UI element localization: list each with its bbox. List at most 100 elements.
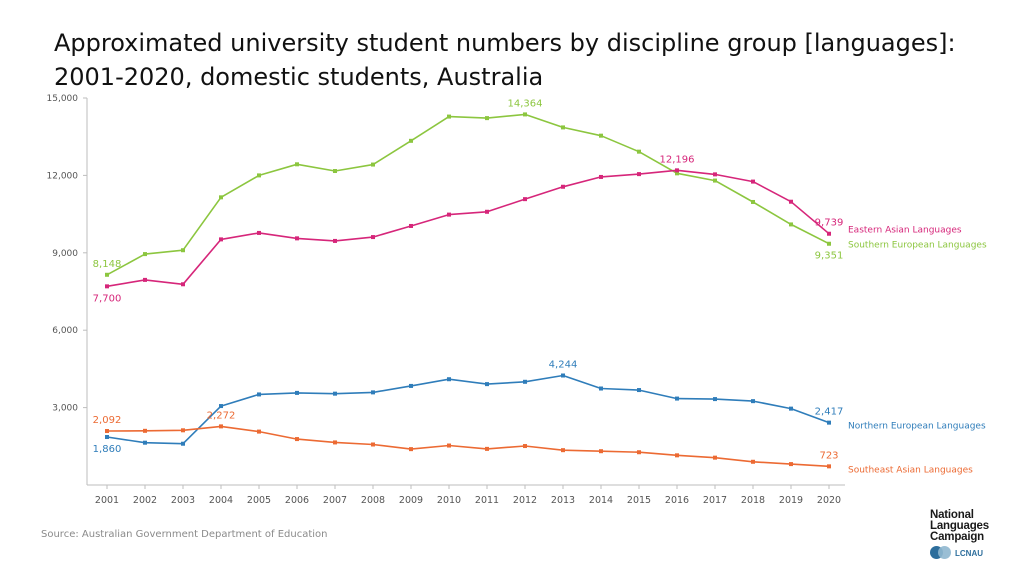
data-point-northern-european-languages bbox=[181, 441, 185, 446]
data-label-southeast-asian-languages: 2,092 bbox=[93, 415, 122, 426]
data-point-southeast-asian-languages bbox=[789, 462, 793, 467]
series-line-eastern-asian-languages bbox=[106, 169, 830, 288]
data-point-northern-european-languages bbox=[219, 404, 223, 409]
data-point-northern-european-languages bbox=[333, 391, 337, 396]
data-point-southern-european-languages bbox=[409, 138, 413, 143]
series-name-southern-european-languages: Southern European Languages bbox=[848, 241, 987, 251]
series-line-southeast-asian-languages bbox=[106, 425, 830, 468]
data-point-southeast-asian-languages bbox=[447, 443, 451, 448]
data-point-southeast-asian-languages bbox=[827, 464, 831, 469]
data-point-eastern-asian-languages bbox=[523, 197, 527, 202]
data-label-northern-european-languages: 2,417 bbox=[815, 407, 844, 418]
chart-title-line-2: 2001-2020, domestic students, Australia bbox=[54, 63, 544, 91]
data-point-northern-european-languages bbox=[637, 388, 641, 393]
data-point-southeast-asian-languages bbox=[485, 446, 489, 451]
data-point-southeast-asian-languages bbox=[333, 440, 337, 445]
chart-title: Approximated university student numbers … bbox=[54, 26, 1014, 94]
y-tick-label: 9,000 bbox=[52, 249, 78, 259]
data-point-southeast-asian-languages bbox=[409, 447, 413, 452]
data-point-eastern-asian-languages bbox=[447, 212, 451, 217]
chart-title-line-1: Approximated university student numbers … bbox=[54, 29, 956, 57]
data-point-southern-european-languages bbox=[561, 125, 565, 130]
series-name-eastern-asian-languages: Eastern Asian Languages bbox=[848, 226, 962, 236]
data-point-eastern-asian-languages bbox=[295, 236, 299, 241]
data-point-northern-european-languages bbox=[447, 377, 451, 382]
x-tick-label: 2001 bbox=[95, 495, 119, 506]
data-point-southeast-asian-languages bbox=[637, 450, 641, 455]
y-tick-label: 15,000 bbox=[47, 94, 79, 104]
data-point-southeast-asian-languages bbox=[181, 428, 185, 433]
data-label-southern-european-languages: 8,148 bbox=[93, 259, 122, 270]
series-name-southeast-asian-languages: Southeast Asian Languages bbox=[848, 465, 973, 475]
data-point-southern-european-languages bbox=[295, 162, 299, 167]
lcnau-badge: LCNAU bbox=[930, 546, 1010, 560]
x-tick-label: 2007 bbox=[323, 495, 347, 506]
data-point-eastern-asian-languages bbox=[827, 231, 831, 236]
data-point-southeast-asian-languages bbox=[561, 448, 565, 453]
data-point-southern-european-languages bbox=[751, 199, 755, 204]
data-point-eastern-asian-languages bbox=[637, 172, 641, 177]
data-label-northern-european-languages: 1,860 bbox=[93, 444, 122, 455]
data-label-eastern-asian-languages: 7,700 bbox=[93, 293, 122, 304]
data-point-southeast-asian-languages bbox=[713, 455, 717, 460]
data-point-eastern-asian-languages bbox=[485, 209, 489, 214]
data-point-northern-european-languages bbox=[675, 396, 679, 401]
data-point-eastern-asian-languages bbox=[143, 277, 147, 282]
x-tick-label: 2010 bbox=[437, 495, 461, 506]
source-note: Source: Australian Government Department… bbox=[41, 529, 328, 540]
data-point-southern-european-languages bbox=[599, 133, 603, 138]
data-label-southeast-asian-languages: 723 bbox=[819, 450, 838, 461]
data-point-northern-european-languages bbox=[789, 406, 793, 411]
data-point-southern-european-languages bbox=[181, 248, 185, 253]
data-point-northern-european-languages bbox=[257, 392, 261, 397]
y-tick-label: 12,000 bbox=[47, 171, 79, 181]
data-point-northern-european-languages bbox=[751, 399, 755, 404]
data-point-eastern-asian-languages bbox=[599, 174, 603, 179]
x-tick-label: 2008 bbox=[361, 495, 385, 506]
x-tick-label: 2005 bbox=[247, 495, 271, 506]
data-point-southeast-asian-languages bbox=[105, 429, 109, 434]
data-point-southern-european-languages bbox=[789, 222, 793, 227]
data-point-southern-european-languages bbox=[333, 169, 337, 174]
data-point-southeast-asian-languages bbox=[219, 424, 223, 429]
series-line-southern-european-languages bbox=[106, 113, 830, 276]
x-tick-label: 2017 bbox=[703, 495, 727, 506]
data-point-southeast-asian-languages bbox=[675, 453, 679, 458]
data-point-southern-european-languages bbox=[485, 116, 489, 121]
data-point-northern-european-languages bbox=[105, 435, 109, 440]
x-tick-label: 2002 bbox=[133, 495, 157, 506]
data-point-northern-european-languages bbox=[561, 373, 565, 378]
data-point-southeast-asian-languages bbox=[295, 437, 299, 442]
series-line-northern-european-languages bbox=[106, 374, 830, 445]
data-point-eastern-asian-languages bbox=[561, 184, 565, 189]
data-point-eastern-asian-languages bbox=[219, 237, 223, 242]
x-tick-label: 2003 bbox=[171, 495, 195, 506]
x-tick-label: 2009 bbox=[399, 495, 423, 506]
x-tick-label: 2013 bbox=[551, 495, 575, 506]
data-label-southern-european-languages: 9,351 bbox=[815, 251, 844, 262]
data-point-eastern-asian-languages bbox=[181, 282, 185, 287]
data-point-northern-european-languages bbox=[523, 379, 527, 384]
data-point-southern-european-languages bbox=[257, 173, 261, 178]
data-point-southern-european-languages bbox=[523, 112, 527, 117]
data-point-northern-european-languages bbox=[143, 440, 147, 445]
data-point-southern-european-languages bbox=[675, 171, 679, 176]
data-point-southeast-asian-languages bbox=[371, 442, 375, 447]
x-tick-label: 2011 bbox=[475, 495, 499, 506]
x-tick-label: 2006 bbox=[285, 495, 309, 506]
x-tick-label: 2016 bbox=[665, 495, 689, 506]
data-point-eastern-asian-languages bbox=[713, 172, 717, 177]
y-tick-label: 3,000 bbox=[52, 404, 78, 414]
data-point-southeast-asian-languages bbox=[599, 449, 603, 454]
data-point-eastern-asian-languages bbox=[409, 223, 413, 228]
data-point-southern-european-languages bbox=[143, 252, 147, 257]
data-point-eastern-asian-languages bbox=[257, 230, 261, 235]
data-point-northern-european-languages bbox=[713, 397, 717, 402]
x-tick-label: 2019 bbox=[779, 495, 803, 506]
x-tick-label: 2018 bbox=[741, 495, 765, 506]
data-point-southeast-asian-languages bbox=[143, 428, 147, 433]
x-tick-label: 2004 bbox=[209, 495, 233, 506]
x-tick-label: 2015 bbox=[627, 495, 651, 506]
data-label-eastern-asian-languages: 9,739 bbox=[815, 218, 844, 229]
data-point-southern-european-languages bbox=[105, 272, 109, 277]
